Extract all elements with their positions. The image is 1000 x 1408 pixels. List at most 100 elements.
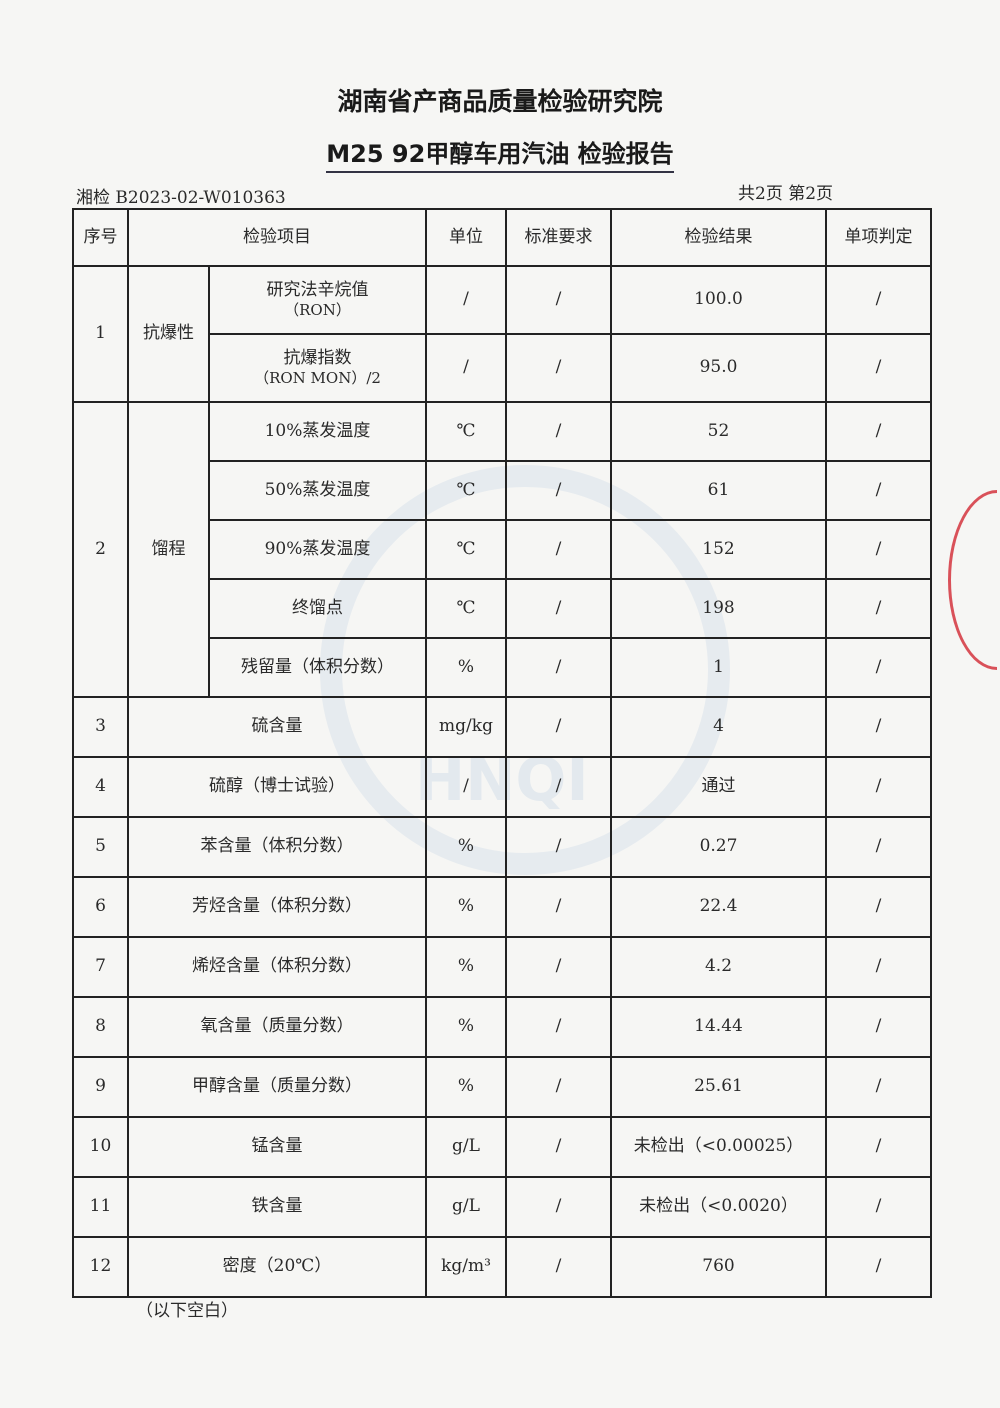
item-label: 研究法辛烷值 <box>266 280 369 300</box>
row-number: 4 <box>72 756 129 818</box>
result-cell: 14.44 <box>610 996 827 1058</box>
item-cell: 硫含量 <box>127 696 427 758</box>
judge-cell: / <box>825 401 932 462</box>
req-cell: / <box>505 519 612 580</box>
judge-cell: / <box>825 1056 932 1118</box>
result-cell: 52 <box>610 401 827 462</box>
result-cell: 760 <box>610 1236 827 1298</box>
req-cell: / <box>505 816 612 878</box>
unit-cell: mg/kg <box>425 696 507 758</box>
result-cell: 1 <box>610 637 827 698</box>
table-row: 3 硫含量 mg/kg/4/ <box>72 696 932 758</box>
judge-cell: / <box>825 996 932 1058</box>
document-number: 湘检 B2023-02-W010363 <box>76 188 286 208</box>
row-number: 5 <box>72 816 129 878</box>
result-cell: 通过 <box>610 756 827 818</box>
group-name: 馏程 <box>127 401 210 698</box>
row-number: 2 <box>72 401 129 698</box>
table-row: 5 苯含量（体积分数）%/0.27/ <box>72 816 932 878</box>
result-cell: 198 <box>610 578 827 639</box>
row-number: 7 <box>72 936 129 998</box>
table-row: 11 铁含量 g/L / 未检出（<0.0020） / <box>72 1176 932 1238</box>
row-number: 1 <box>72 265 129 403</box>
unit-cell: ℃ <box>425 578 507 639</box>
result-cell: 22.4 <box>610 876 827 938</box>
group-name: 抗爆性 <box>127 265 210 403</box>
judge-cell: / <box>825 333 932 403</box>
req-cell: / <box>505 460 612 521</box>
blank-below-note: （以下空白） <box>136 1301 238 1321</box>
item-name: 研究法辛烷值 （RON） <box>208 265 427 335</box>
unit-cell: ℃ <box>425 460 507 521</box>
judge-cell: / <box>825 637 932 698</box>
table-row: 2 馏程 10%蒸发温度 ℃/52/ <box>72 401 932 698</box>
item-sublabel: （RON MON）/2 <box>254 369 381 388</box>
column-header: 单项判定 <box>825 208 932 267</box>
item-name: 抗爆指数 （RON MON）/2 <box>208 333 427 403</box>
result-cell: 未检出（<0.0020） <box>610 1176 827 1238</box>
req-cell: / <box>505 756 612 818</box>
req-cell: / <box>505 401 612 462</box>
judge-cell: / <box>825 756 932 818</box>
req-cell: / <box>505 876 612 938</box>
req-cell: / <box>505 265 612 335</box>
table-row: 1 抗爆性 研究法辛烷值 （RON） //100.0/ <box>72 265 932 403</box>
unit-cell: ℃ <box>425 519 507 580</box>
column-header: 序号 <box>72 208 129 267</box>
report-title-text: M25 92甲醇车用汽油 检验报告 <box>326 140 674 173</box>
column-header: 检验项目 <box>127 208 427 267</box>
item-cell: 50%蒸发温度 <box>208 460 427 521</box>
unit-cell: / <box>425 756 507 818</box>
row-number: 11 <box>72 1176 129 1238</box>
row-number: 9 <box>72 1056 129 1118</box>
unit-cell: % <box>425 936 507 998</box>
item-cell: 硫醇（博士试验） <box>127 756 427 818</box>
table-row: 7 烯烃含量（体积分数）%/4.2/ <box>72 936 932 998</box>
unit-cell: g/L <box>425 1116 507 1178</box>
item-cell: 苯含量（体积分数） <box>127 816 427 878</box>
table-row: 抗爆指数 （RON MON）/2//95.0/ <box>73 333 932 403</box>
judge-cell: / <box>825 876 932 938</box>
unit-cell: % <box>425 637 507 698</box>
item-sublabel: （RON） <box>284 301 351 320</box>
judge-cell: / <box>825 1176 932 1238</box>
result-cell: 25.61 <box>610 1056 827 1118</box>
table-row: 90%蒸发温度 ℃/152/ <box>73 519 932 580</box>
row-number: 3 <box>72 696 129 758</box>
unit-cell: % <box>425 816 507 878</box>
req-cell: / <box>505 333 612 403</box>
judge-cell: / <box>825 265 932 335</box>
institute-name: 湖南省产商品质量检验研究院 <box>337 87 663 116</box>
report-title: M25 92甲醇车用汽油 检验报告 <box>0 134 1000 173</box>
table-row: 12 密度（20℃） kg/m³/760/ <box>72 1236 932 1298</box>
req-cell: / <box>505 637 612 698</box>
result-cell: 0.27 <box>610 816 827 878</box>
judge-cell: / <box>825 578 932 639</box>
table-row: 终馏点 ℃/198/ <box>73 578 932 639</box>
item-cell: 铁含量 <box>127 1176 427 1238</box>
table-row: 4 硫醇（博士试验） / / 通过 / <box>72 756 932 818</box>
req-cell: / <box>505 1236 612 1298</box>
judge-cell: / <box>825 1236 932 1298</box>
req-cell: / <box>505 996 612 1058</box>
row-number: 12 <box>72 1236 129 1298</box>
item-cell: 90%蒸发温度 <box>208 519 427 580</box>
result-cell: 4 <box>610 696 827 758</box>
req-cell: / <box>505 1116 612 1178</box>
unit-cell: % <box>425 1056 507 1118</box>
column-header: 标准要求 <box>505 208 612 267</box>
judge-cell: / <box>825 1116 932 1178</box>
item-cell: 锰含量 <box>127 1116 427 1178</box>
req-cell: / <box>505 1176 612 1238</box>
row-number: 6 <box>72 876 129 938</box>
table-row: 50%蒸发温度 ℃/61/ <box>73 460 932 521</box>
req-cell: / <box>505 1056 612 1118</box>
table-row: 9 甲醇含量（质量分数）%/25.61/ <box>72 1056 932 1118</box>
table-row: 8 氧含量（质量分数）%/14.44/ <box>72 996 932 1058</box>
result-cell: 95.0 <box>610 333 827 403</box>
unit-cell: / <box>425 333 507 403</box>
column-header: 单位 <box>425 208 507 267</box>
item-cell: 芳烃含量（体积分数） <box>127 876 427 938</box>
unit-cell: kg/m³ <box>425 1236 507 1298</box>
unit-cell: % <box>425 876 507 938</box>
